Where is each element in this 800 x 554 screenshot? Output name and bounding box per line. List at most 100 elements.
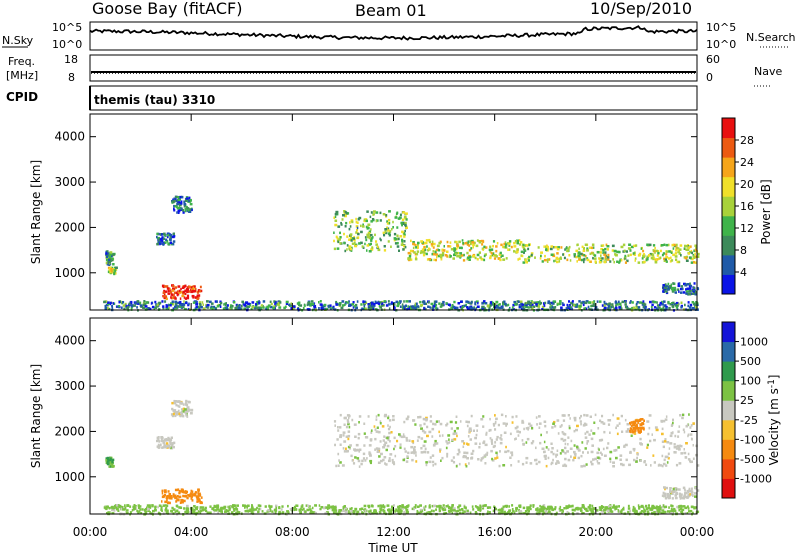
echo-cell bbox=[519, 243, 522, 246]
echo-cell bbox=[428, 238, 431, 242]
echo-cell bbox=[587, 451, 589, 454]
echo-cell bbox=[556, 303, 559, 306]
echo-cell bbox=[621, 430, 624, 433]
echo-cell bbox=[565, 247, 568, 250]
echo-cell bbox=[188, 408, 191, 411]
echo-cell bbox=[486, 304, 490, 307]
echo-cell bbox=[379, 306, 382, 309]
echo-cell bbox=[581, 245, 584, 249]
echo-cell bbox=[545, 245, 548, 248]
echo-cell bbox=[310, 302, 314, 306]
echo-cell bbox=[425, 252, 428, 256]
echo-cell bbox=[386, 436, 389, 440]
echo-cell bbox=[472, 246, 474, 249]
echo-cell bbox=[626, 259, 629, 263]
echo-cell bbox=[679, 291, 683, 294]
echo-cell bbox=[673, 490, 676, 494]
echo-cell bbox=[671, 490, 674, 493]
echo-cell bbox=[690, 284, 693, 288]
echo-cell bbox=[585, 300, 589, 303]
echo-cell bbox=[465, 465, 468, 468]
echo-cell bbox=[587, 305, 590, 309]
echo-cell bbox=[383, 456, 387, 459]
echo-cell bbox=[624, 305, 628, 309]
echo-cell bbox=[607, 305, 611, 308]
echo-cell bbox=[597, 427, 600, 430]
echo-cell bbox=[180, 488, 184, 491]
echo-cell bbox=[457, 251, 459, 255]
echo-cell bbox=[528, 422, 531, 426]
echo-cell bbox=[543, 245, 545, 248]
echo-cell bbox=[313, 307, 317, 310]
echo-cell bbox=[179, 305, 182, 308]
echo-cell bbox=[584, 307, 586, 310]
echo-cell bbox=[180, 200, 183, 203]
echo-cell bbox=[323, 506, 326, 510]
echo-cell bbox=[517, 434, 520, 437]
echo-cell bbox=[359, 508, 362, 511]
echo-cell bbox=[172, 198, 174, 201]
echo-cell bbox=[451, 304, 454, 308]
echo-cell bbox=[187, 307, 190, 311]
echo-cell bbox=[439, 450, 441, 453]
echo-cell bbox=[616, 424, 619, 427]
echo-cell bbox=[693, 282, 696, 285]
echo-cell bbox=[592, 303, 596, 306]
echo-cell bbox=[165, 304, 168, 307]
echo-cell bbox=[184, 197, 188, 201]
colorbar-tick-label: 25 bbox=[740, 394, 754, 407]
echo-cell bbox=[598, 257, 600, 260]
echo-cell bbox=[491, 303, 495, 306]
echo-cell bbox=[634, 259, 636, 262]
echo-cell bbox=[580, 302, 583, 305]
echo-cell bbox=[460, 300, 463, 303]
echo-cell bbox=[311, 506, 314, 510]
echo-cell bbox=[382, 446, 386, 449]
echo-cell bbox=[503, 245, 505, 249]
echo-cell bbox=[229, 304, 233, 307]
echo-cell bbox=[537, 301, 540, 304]
echo-cell bbox=[184, 301, 188, 305]
echo-cell bbox=[243, 303, 246, 307]
echo-cell bbox=[441, 252, 445, 255]
echo-cell bbox=[380, 505, 384, 508]
echo-cell bbox=[182, 414, 185, 418]
echo-cell bbox=[332, 307, 335, 310]
echo-cell bbox=[688, 306, 692, 309]
echo-cell bbox=[120, 505, 124, 509]
echo-cell bbox=[530, 304, 533, 308]
echo-cell bbox=[409, 252, 412, 256]
echo-cell bbox=[296, 504, 299, 507]
echo-cell bbox=[152, 509, 155, 513]
echo-cell bbox=[661, 509, 665, 512]
echo-cell bbox=[368, 235, 371, 238]
echo-cell bbox=[105, 255, 109, 259]
echo-cell bbox=[143, 300, 146, 303]
echo-cell bbox=[374, 300, 377, 304]
echo-cell bbox=[238, 511, 241, 514]
echo-cell bbox=[331, 506, 334, 509]
echo-cell bbox=[584, 301, 588, 305]
echo-cell bbox=[694, 487, 697, 490]
echo-cell bbox=[274, 509, 278, 512]
echo-cell bbox=[688, 510, 691, 513]
echo-cell bbox=[267, 304, 271, 307]
echo-cell bbox=[625, 430, 629, 433]
echo-cell bbox=[422, 300, 425, 303]
echo-cell bbox=[549, 306, 551, 309]
echo-cell bbox=[197, 488, 200, 491]
echo-cell bbox=[348, 303, 351, 306]
colorbar-segment bbox=[722, 157, 735, 178]
echo-cell bbox=[652, 249, 655, 252]
echo-cell bbox=[606, 509, 610, 512]
echo-cell bbox=[578, 247, 580, 251]
echo-cell bbox=[455, 510, 457, 513]
echo-cell bbox=[132, 505, 134, 509]
echo-cell bbox=[394, 242, 398, 245]
echo-cell bbox=[482, 305, 485, 309]
echo-cell bbox=[387, 303, 391, 306]
echo-cell bbox=[590, 509, 594, 512]
echo-cell bbox=[394, 216, 398, 219]
echo-cell bbox=[112, 302, 115, 305]
echo-cell bbox=[158, 241, 162, 244]
